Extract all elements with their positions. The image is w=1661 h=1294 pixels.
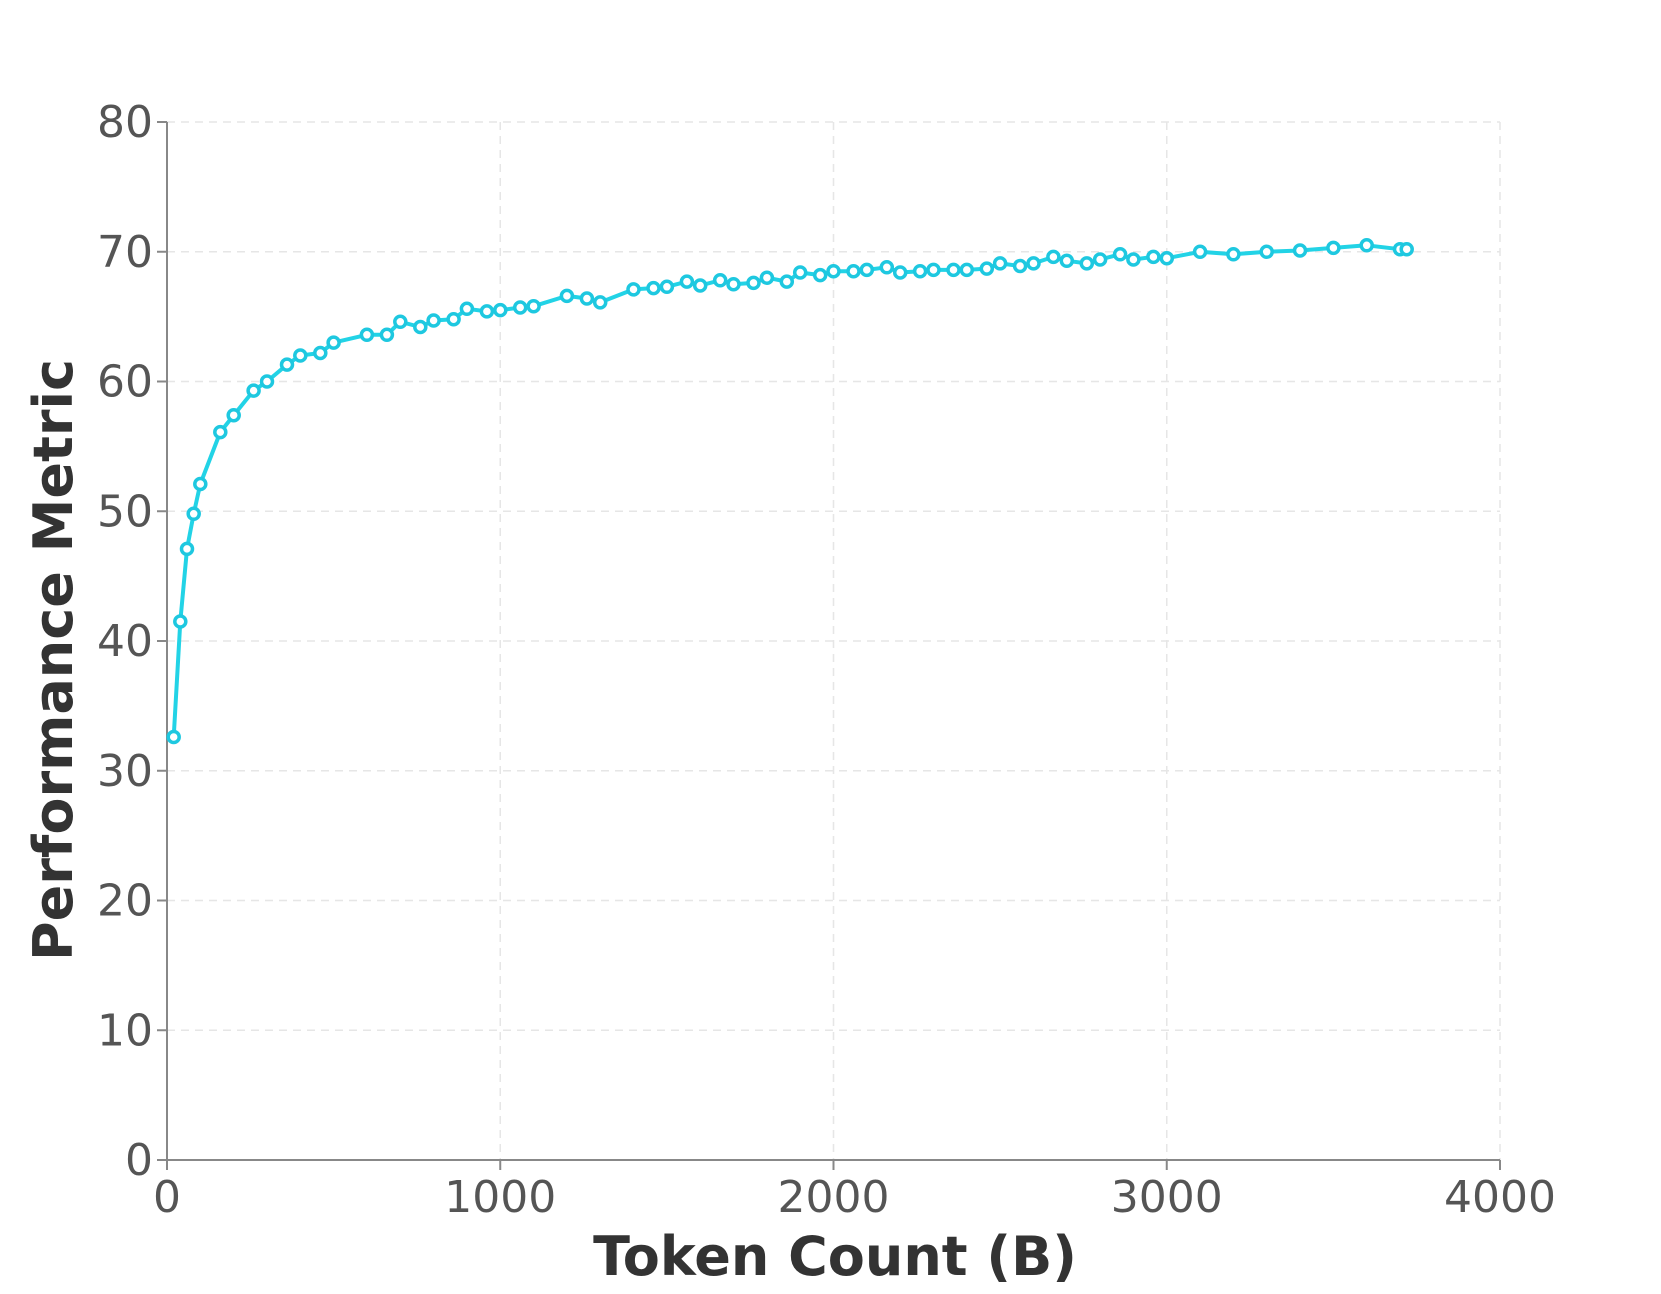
data-point — [859, 262, 875, 278]
axes — [157, 121, 1501, 1170]
data-point — [912, 263, 928, 279]
data-point — [1399, 241, 1414, 257]
data-point — [846, 263, 861, 279]
data-point — [792, 265, 808, 280]
data-point — [293, 348, 308, 363]
data-point — [446, 311, 461, 327]
data-point — [313, 345, 328, 361]
data-point — [659, 279, 675, 295]
data-point — [579, 291, 595, 306]
data-point — [559, 288, 575, 304]
data-point — [746, 275, 761, 291]
data-point — [1046, 249, 1061, 265]
data-point — [1079, 256, 1095, 271]
data-point — [1126, 252, 1141, 267]
x-tick-label: 2000 — [778, 1172, 890, 1223]
y-axis-title: Performance Metric — [22, 359, 85, 961]
data-point — [992, 256, 1008, 271]
data-point — [646, 280, 661, 296]
data-point — [186, 506, 201, 522]
data-point — [393, 314, 408, 330]
data-point — [826, 263, 841, 279]
tick-labels: 0 10 20 30 40 50 60 70 80 0 1000 2000 3000 4000 — [97, 97, 1556, 1223]
y-tick-label: 30 — [97, 746, 153, 797]
data-point — [759, 270, 775, 285]
series-line — [171, 243, 1409, 739]
data-point — [1359, 238, 1374, 253]
y-tick-label: 40 — [97, 616, 153, 667]
data-point — [479, 304, 495, 319]
plot-area — [166, 238, 1414, 745]
x-tick-label: 4000 — [1444, 1172, 1556, 1223]
data-point — [879, 260, 895, 275]
y-tick-label: 20 — [97, 876, 153, 927]
data-point — [1112, 247, 1128, 262]
data-point — [213, 424, 228, 440]
data-point — [1159, 250, 1175, 266]
y-tick-label: 50 — [97, 486, 153, 537]
data-point — [1192, 244, 1208, 260]
data-point — [413, 319, 428, 335]
y-tick-label: 10 — [97, 1005, 153, 1056]
data-point — [1146, 249, 1161, 265]
data-point — [512, 300, 528, 315]
data-point — [379, 327, 395, 343]
data-point — [166, 729, 181, 745]
data-point — [1326, 240, 1341, 256]
y-tick-label: 60 — [97, 357, 153, 408]
y-tick-label: 0 — [125, 1135, 153, 1186]
data-point — [526, 298, 541, 314]
data-point — [226, 407, 241, 423]
data-point — [692, 278, 708, 293]
x-tick-label: 0 — [153, 1172, 181, 1223]
data-point — [193, 476, 208, 492]
y-tick-label: 80 — [97, 97, 153, 148]
data-point — [779, 274, 795, 289]
data-point — [426, 313, 441, 328]
data-point — [493, 302, 508, 318]
x-tick-label: 3000 — [1111, 1172, 1223, 1223]
data-point — [979, 261, 995, 276]
data-point — [679, 274, 695, 289]
data-point — [359, 327, 375, 343]
data-point — [926, 262, 941, 278]
data-point — [726, 276, 741, 292]
data-point — [712, 273, 728, 288]
data-point — [959, 262, 975, 278]
data-point — [946, 262, 961, 278]
data-point — [1059, 253, 1075, 269]
y-tick-label: 70 — [97, 227, 153, 278]
data-point — [592, 295, 608, 310]
x-axis-title: Token Count (B) — [593, 1225, 1077, 1288]
data-point — [1012, 258, 1028, 274]
data-point — [812, 267, 828, 283]
data-point — [259, 374, 275, 389]
data-point — [246, 383, 261, 398]
data-point — [1292, 243, 1308, 258]
data-point — [279, 357, 295, 372]
data-point — [179, 541, 195, 557]
data-point — [326, 335, 341, 350]
data-point — [459, 301, 475, 317]
x-tick-label: 1000 — [444, 1172, 556, 1223]
data-point — [1092, 252, 1108, 267]
data-point — [626, 282, 641, 297]
data-point — [1026, 256, 1041, 271]
data-point — [892, 265, 908, 280]
data-point — [173, 614, 188, 629]
data-point — [1226, 247, 1241, 262]
data-point — [1259, 244, 1274, 260]
